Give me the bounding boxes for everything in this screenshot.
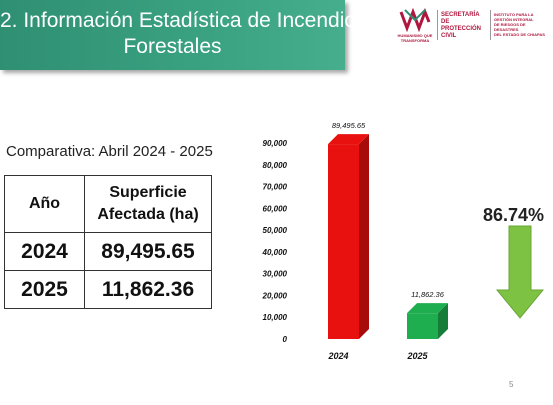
bar-value-label: 89,495.65 [332, 121, 366, 130]
bar-side [438, 303, 448, 339]
bar-value-label: 11,862.36 [411, 290, 445, 299]
bar-side [359, 134, 369, 339]
y-tick-label: 80,000 [263, 161, 288, 170]
y-tick-label: 70,000 [263, 183, 288, 192]
instituto-logo-text: INSTITUTO PARA LA GESTIÓN INTEGRAL DE RI… [494, 12, 545, 37]
bar [407, 313, 438, 339]
table-header-row: Año Superficie Afectada (ha) [4, 175, 212, 233]
comparison-subtitle: Comparativa: Abril 2024 - 2025 [6, 143, 213, 160]
slide-title-line2: Forestales [123, 35, 222, 58]
y-tick-label: 60,000 [263, 204, 288, 213]
bar [328, 144, 359, 339]
secretaria-logo-text: SECRETARÍA DE PROTECCIÓN CIVIL [441, 12, 482, 39]
state-logo-text: HUMANISMO QUE TRANSFORMA [397, 33, 433, 43]
page-number: 5 [509, 380, 514, 389]
table-row: 2025 11,862.36 [4, 270, 212, 309]
state-emblem-icon [399, 8, 431, 32]
bar-top [407, 303, 448, 314]
y-tick-label: 20,000 [262, 291, 288, 300]
bar-top [328, 134, 369, 145]
y-tick-label: 30,000 [263, 270, 288, 279]
slide-title-line1: 2. Información Estadística de Incendios [0, 9, 367, 32]
row-year: 2025 [4, 270, 85, 309]
y-tick-label: 0 [283, 335, 288, 344]
x-tick-label: 2025 [406, 351, 428, 361]
logos-header: HUMANISMO QUE TRANSFORMA SECRETARÍA DE P… [393, 6, 553, 46]
slide-title: 2. Información Estadística de Incendios … [0, 0, 367, 70]
change-percent: 86.74% [483, 205, 545, 225]
y-tick-label: 50,000 [263, 226, 288, 235]
logo-divider [490, 10, 491, 40]
row-area: 89,495.65 [84, 232, 212, 271]
x-tick-label: 2024 [327, 351, 348, 361]
header-area: Superficie Afectada (ha) [84, 175, 212, 233]
comparison-table: Año Superficie Afectada (ha) 2024 89,495… [4, 175, 212, 309]
row-area: 11,862.36 [84, 270, 212, 309]
header-area-line2: Afectada (ha) [97, 206, 199, 223]
y-tick-label: 90,000 [263, 139, 288, 148]
down-arrow-icon [495, 225, 545, 319]
header-area-line1: Superficie [109, 184, 187, 201]
y-tick-label: 40,000 [262, 248, 288, 257]
logo-divider [437, 10, 438, 40]
y-tick-label: 10,000 [263, 313, 288, 322]
table-row: 2024 89,495.65 [4, 232, 212, 271]
row-year: 2024 [4, 232, 85, 271]
